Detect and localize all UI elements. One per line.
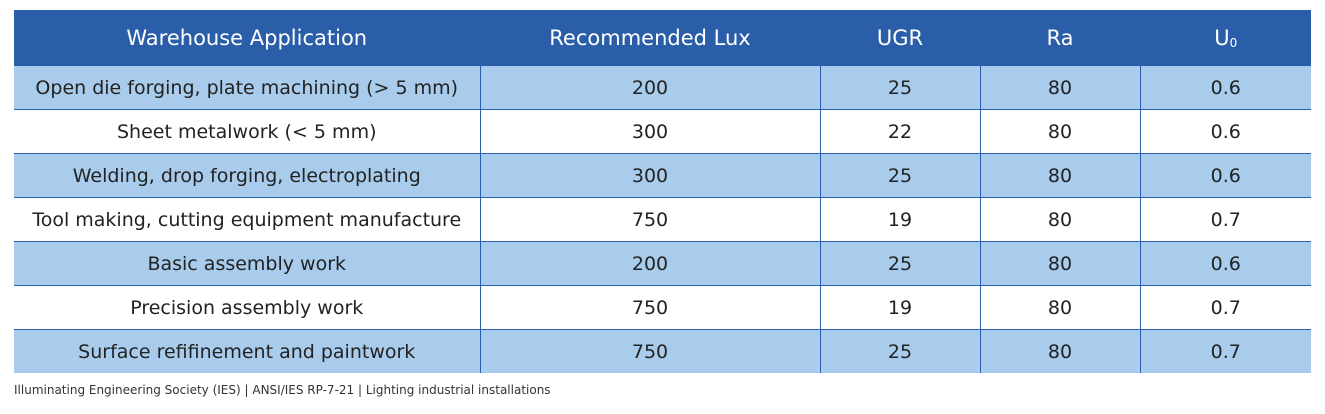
table-row: Basic assembly work 200 25 80 0.6 xyxy=(14,241,1311,286)
cell-lux: 200 xyxy=(479,241,820,286)
cell-application: Sheet metalwork (< 5 mm) xyxy=(14,109,480,154)
cell-lux: 750 xyxy=(479,197,820,242)
cell-u0: 0.6 xyxy=(1139,241,1311,286)
cell-ra: 80 xyxy=(979,197,1140,242)
cell-ra: 80 xyxy=(979,329,1140,373)
table-row: Precision assembly work 750 19 80 0.7 xyxy=(14,285,1311,330)
cell-lux: 200 xyxy=(479,66,820,110)
header-u0: U0 xyxy=(1139,10,1311,66)
cell-application: Welding, drop forging, electroplating xyxy=(14,153,480,198)
cell-application: Precision assembly work xyxy=(14,285,480,330)
cell-lux: 300 xyxy=(479,153,820,198)
table-row: Welding, drop forging, electroplating 300… xyxy=(14,153,1311,198)
cell-u0: 0.6 xyxy=(1139,66,1311,110)
table-row: Sheet metalwork (< 5 mm) 300 22 80 0.6 xyxy=(14,109,1311,154)
cell-ugr: 25 xyxy=(819,153,980,198)
header-ra: Ra xyxy=(979,10,1140,66)
cell-application: Tool making, cutting equipment manufactu… xyxy=(14,197,480,242)
cell-ra: 80 xyxy=(979,109,1140,154)
cell-ugr: 19 xyxy=(819,197,980,242)
cell-ugr: 25 xyxy=(819,329,980,373)
cell-ugr: 19 xyxy=(819,285,980,330)
table-row: Surface refifinement and paintwork 750 25 8… xyxy=(14,329,1311,373)
cell-u0: 0.6 xyxy=(1139,153,1311,198)
cell-u0: 0.7 xyxy=(1139,285,1311,330)
cell-u0: 0.6 xyxy=(1139,109,1311,154)
header-u0-subscript: 0 xyxy=(1229,36,1238,50)
cell-ra: 80 xyxy=(979,241,1140,286)
cell-ugr: 22 xyxy=(819,109,980,154)
cell-ra: 80 xyxy=(979,285,1140,330)
source-footnote: Illuminating Engineering Society (IES) |… xyxy=(14,383,551,397)
header-u0-letter: U xyxy=(1214,26,1230,50)
cell-ra: 80 xyxy=(979,66,1140,110)
lighting-requirements-table: Warehouse Application Recommended Lux UG… xyxy=(14,10,1311,373)
cell-ra: 80 xyxy=(979,153,1140,198)
table-body: Open die forging, plate machining (> 5 m… xyxy=(14,66,1311,373)
cell-application: Basic assembly work xyxy=(14,241,480,286)
cell-application: Surface refifinement and paintwork xyxy=(14,329,480,373)
cell-u0: 0.7 xyxy=(1139,329,1311,373)
cell-ugr: 25 xyxy=(819,66,980,110)
header-ugr: UGR xyxy=(819,10,980,66)
table-row: Tool making, cutting equipment manufactu… xyxy=(14,197,1311,242)
cell-ugr: 25 xyxy=(819,241,980,286)
cell-lux: 300 xyxy=(479,109,820,154)
cell-lux: 750 xyxy=(479,285,820,330)
cell-application: Open die forging, plate machining (> 5 m… xyxy=(14,66,480,110)
table-header-row: Warehouse Application Recommended Lux UG… xyxy=(14,10,1311,66)
header-recommended-lux: Recommended Lux xyxy=(479,10,820,66)
header-warehouse-application: Warehouse Application xyxy=(14,10,480,66)
cell-lux: 750 xyxy=(479,329,820,373)
cell-u0: 0.7 xyxy=(1139,197,1311,242)
table-row: Open die forging, plate machining (> 5 m… xyxy=(14,66,1311,110)
lighting-table-container: Warehouse Application Recommended Lux UG… xyxy=(14,10,1311,373)
